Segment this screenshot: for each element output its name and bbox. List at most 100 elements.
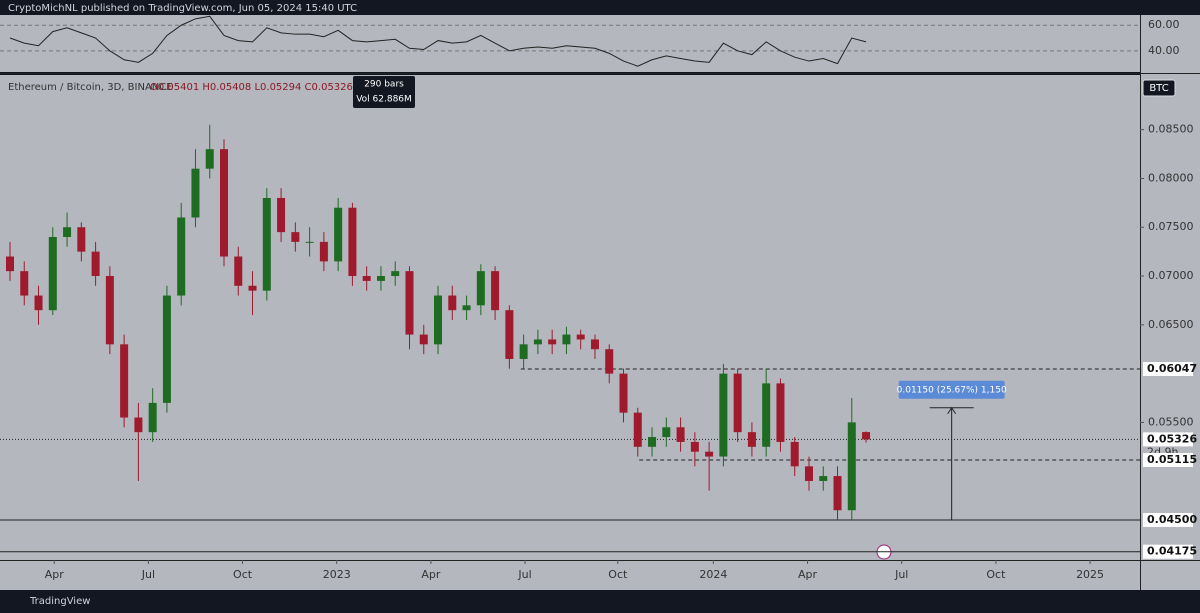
candle-body — [434, 295, 443, 345]
price-label-box — [1143, 512, 1193, 527]
x-tick-label: Jul — [894, 568, 908, 581]
rsi-tick-label: 40.00 — [1148, 44, 1180, 57]
x-tick-label: Jul — [141, 568, 155, 581]
currency-box[interactable] — [1142, 79, 1176, 97]
y-tick-label: 0.08500 — [1148, 123, 1194, 136]
chart-title: Ethereum / Bitcoin, 3D, BINANCE — [8, 82, 173, 93]
candle-body — [833, 476, 842, 511]
y-tick-label: 0.06500 — [1148, 318, 1194, 331]
candle-body — [48, 236, 57, 311]
candle-body — [776, 383, 785, 442]
price-label: 0.04175 — [1147, 545, 1197, 558]
candle-body — [733, 373, 742, 433]
tooltip-box — [353, 76, 415, 108]
y-tick-label: 0.08000 — [1148, 171, 1194, 184]
candle-body — [519, 344, 528, 359]
candle-body — [262, 197, 271, 291]
publisher: CryptoMichNL published on TradingView.co… — [8, 3, 357, 14]
candle-body — [234, 256, 243, 286]
x-tick-label: Jul — [517, 568, 531, 581]
candle-body — [291, 232, 300, 242]
x-tick-label: Oct — [233, 568, 253, 581]
candle-body — [662, 427, 671, 438]
x-tick-label: Apr — [45, 568, 65, 581]
x-tick-label: Oct — [608, 568, 628, 581]
tooltip: Vol 62.886M — [356, 95, 412, 105]
candle-body — [20, 271, 29, 296]
x-tick-label: Apr — [798, 568, 818, 581]
candle-body — [348, 207, 357, 277]
tooltip: 290 bars — [364, 80, 404, 90]
candle-body — [448, 295, 457, 311]
candle-body — [419, 334, 428, 345]
candle-body — [105, 276, 114, 345]
candle-body — [91, 251, 100, 277]
price-label-box — [1143, 544, 1193, 559]
measure-arrow — [947, 406, 957, 415]
candle-body — [548, 339, 557, 345]
candle-body — [319, 241, 328, 262]
candle-body — [177, 217, 186, 296]
price-label: 0.06047 — [1147, 362, 1197, 375]
candle-body — [790, 441, 799, 467]
candle-body — [562, 334, 571, 345]
candle-body — [476, 271, 485, 306]
candle-body — [590, 339, 599, 350]
candle-body — [819, 476, 828, 481]
candle-body — [505, 310, 514, 359]
x-tick-label: 2024 — [699, 568, 727, 581]
candle-body — [334, 207, 343, 262]
candle-body — [191, 168, 200, 218]
x-tick-label: 2025 — [1076, 568, 1104, 581]
candle-body — [576, 334, 585, 340]
price-label-box — [1143, 362, 1193, 377]
price-pane — [0, 75, 1140, 560]
candle-body — [405, 271, 414, 335]
candle-body — [220, 149, 229, 257]
x-tick-label: Oct — [986, 568, 1006, 581]
candle-body — [248, 285, 257, 291]
candle-body — [391, 271, 400, 277]
candle-body — [376, 276, 385, 281]
rsi-pane — [0, 15, 1140, 72]
candle-body — [719, 373, 728, 457]
y-tick-label: 0.05500 — [1148, 415, 1194, 428]
candle-body — [491, 271, 500, 311]
candle-body — [633, 412, 642, 447]
candle-body — [862, 432, 871, 440]
rsi-line — [9, 15, 867, 67]
candle-body — [747, 432, 756, 447]
candle-body — [77, 227, 86, 252]
price-label: 0.04500 — [1147, 513, 1197, 526]
candle-body — [605, 349, 614, 374]
candle-body — [804, 466, 813, 481]
candle-body — [705, 451, 714, 457]
candle-body — [120, 344, 129, 418]
y-tick-label: 0.07500 — [1148, 220, 1194, 233]
x-tick-label: Apr — [421, 568, 441, 581]
candle-body — [648, 437, 657, 447]
candle-body — [533, 339, 542, 345]
currency[interactable]: BTC — [1149, 83, 1168, 94]
candle-body — [305, 241, 314, 243]
candle-body — [34, 295, 43, 311]
candle-body — [5, 256, 14, 272]
x-tick-label: 2023 — [323, 568, 351, 581]
candle-body — [134, 417, 143, 433]
price-label-box — [1143, 432, 1193, 447]
candle-body — [762, 383, 771, 447]
brand: TradingView — [29, 596, 90, 607]
price-axis — [1140, 15, 1200, 560]
price-label-box — [1143, 452, 1193, 467]
candle-body — [205, 149, 214, 169]
price-label: 0.05115 — [1147, 453, 1197, 466]
candle-body — [619, 373, 628, 413]
price-label: 0.05326 — [1147, 432, 1197, 445]
candle-body — [162, 295, 171, 403]
measure-label: 0.01150 (25.67%) 1,150 — [897, 385, 1007, 395]
candle-body — [148, 402, 157, 433]
time-axis — [0, 560, 1200, 590]
ohlc: O0.05401 H0.05408 L0.05294 C0.05326 -0.0… — [150, 82, 401, 93]
